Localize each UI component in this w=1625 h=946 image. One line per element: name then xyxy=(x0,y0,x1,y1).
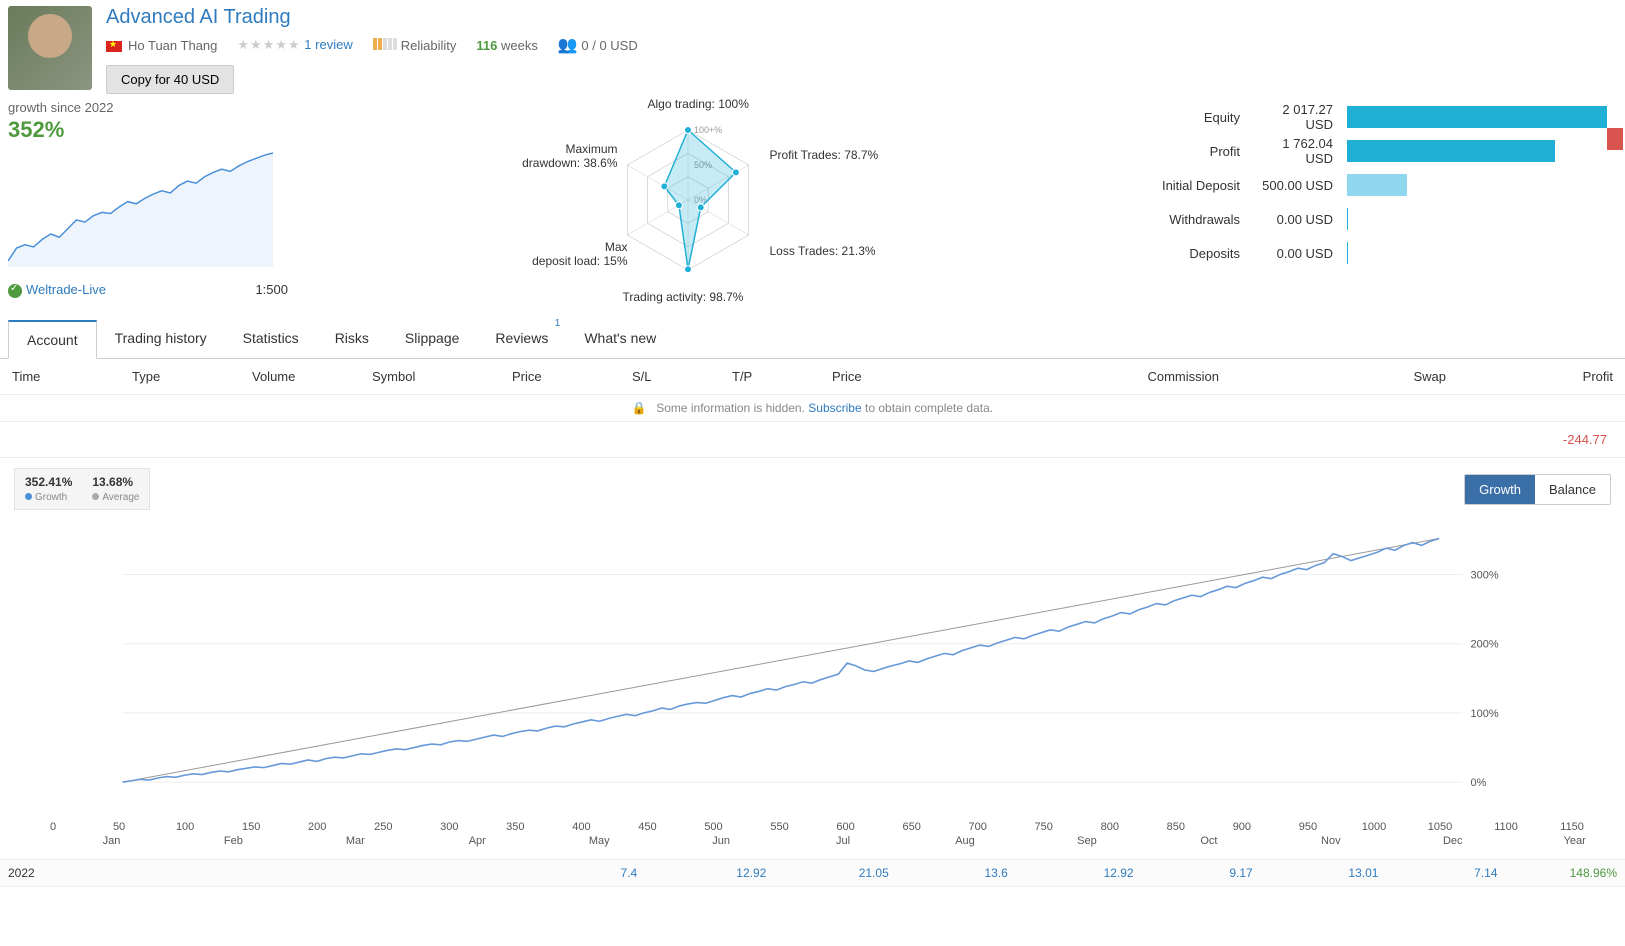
tab-account[interactable]: Account xyxy=(8,320,97,359)
tab-trading-history[interactable]: Trading history xyxy=(97,320,225,358)
radar-axis-label: Maximumdrawdown: 38.6% xyxy=(522,142,617,170)
growth-value: 352% xyxy=(8,117,288,143)
growth-chart: 0% 100% 200% 300% xyxy=(14,516,1611,816)
tabs: AccountTrading historyStatisticsRisksSli… xyxy=(0,320,1625,359)
year-row: 2022 7.412.9221.0513.612.929.1713.017.14… xyxy=(0,859,1625,887)
growth-panel: growth since 2022 352% Weltrade-Live 1:5… xyxy=(8,100,288,300)
growth-since-label: growth since 2022 xyxy=(8,100,288,115)
month-value[interactable]: 12.92 xyxy=(1057,866,1179,880)
toggle-growth[interactable]: Growth xyxy=(1465,475,1535,504)
stars-icon: ★★★★★ xyxy=(237,37,300,52)
radar-axis-label: Trading activity: 98.7% xyxy=(623,290,744,304)
col-time[interactable]: Time xyxy=(12,369,132,384)
month-value[interactable] xyxy=(323,866,445,880)
col-type[interactable]: Type xyxy=(132,369,252,384)
trades-table-header: TimeTypeVolumeSymbolPriceS/LT/PPriceComm… xyxy=(0,359,1625,395)
month-value[interactable]: 7.14 xyxy=(1425,866,1547,880)
broker-link[interactable]: Weltrade-Live xyxy=(8,282,106,298)
col-price[interactable]: Price xyxy=(832,369,972,384)
chart-toggle: Growth Balance xyxy=(1464,474,1611,505)
month-axis: JanFebMarAprMayJunJulAugSepOctNovDecYear xyxy=(14,833,1611,849)
month-value[interactable] xyxy=(200,866,322,880)
legend-average: 13.68%Average xyxy=(92,475,139,503)
growth-sparkline xyxy=(8,147,273,267)
month-value[interactable]: 13.01 xyxy=(1302,866,1424,880)
copy-button[interactable]: Copy for 40 USD xyxy=(106,65,234,94)
x-axis: 0501001502002503003504004505005506006507… xyxy=(14,821,1611,833)
col-t-p[interactable]: T/P xyxy=(732,369,832,384)
verified-icon xyxy=(8,284,22,298)
stat-row: Equity2 017.27 USD xyxy=(1087,100,1617,134)
month-value[interactable]: 7.4 xyxy=(568,866,690,880)
svg-text:0%: 0% xyxy=(1471,777,1487,789)
month-value[interactable]: 12.92 xyxy=(690,866,812,880)
radar-axis-label: Loss Trades: 21.3% xyxy=(770,244,876,258)
tab-what-s-new[interactable]: What's new xyxy=(566,320,674,358)
lock-icon: 🔒 xyxy=(632,401,647,415)
reliability-icon xyxy=(373,38,397,50)
year-total: 148.96% xyxy=(1547,866,1617,880)
month-value[interactable]: 21.05 xyxy=(813,866,935,880)
col-profit[interactable]: Profit xyxy=(1513,369,1613,384)
year-label[interactable]: 2022 xyxy=(8,866,78,880)
reliability: Reliability xyxy=(373,38,457,53)
svg-text:100%: 100% xyxy=(1471,708,1499,720)
col-commission[interactable]: Commission xyxy=(1039,369,1219,384)
tab-risks[interactable]: Risks xyxy=(317,320,387,358)
stat-row: Initial Deposit500.00 USD xyxy=(1087,168,1617,202)
subscribe-link[interactable]: Subscribe xyxy=(808,401,861,415)
tab-statistics[interactable]: Statistics xyxy=(225,320,317,358)
legend-growth: 352.41%Growth xyxy=(25,475,72,503)
flag-icon xyxy=(106,41,122,52)
tab-slippage[interactable]: Slippage xyxy=(387,320,478,358)
hidden-info-row: 🔒 Some information is hidden. Subscribe … xyxy=(0,395,1625,422)
radar-panel: 0%50%100+% Algo trading: 100% Profit Trad… xyxy=(298,100,1077,300)
month-value[interactable]: 9.17 xyxy=(1180,866,1302,880)
people-icon: 👥 xyxy=(558,37,578,54)
col-symbol[interactable]: Symbol xyxy=(372,369,512,384)
radar-axis-label: Algo trading: 100% xyxy=(648,97,749,111)
tab-reviews[interactable]: Reviews1 xyxy=(477,320,566,358)
weeks: 116 weeks xyxy=(476,38,537,53)
svg-text:200%: 200% xyxy=(1471,639,1499,651)
subscribers: 👥 0 / 0 USD xyxy=(558,35,638,55)
signal-header: Advanced AI Trading Ho Tuan Thang ★★★★★ … xyxy=(0,0,1625,100)
month-value[interactable] xyxy=(78,866,200,880)
radar-chart: 0%50%100+% xyxy=(508,100,868,300)
signal-title[interactable]: Advanced AI Trading xyxy=(106,6,1617,29)
stat-row: Withdrawals0.00 USD xyxy=(1087,202,1617,236)
open-profit: -244.77 xyxy=(0,422,1625,458)
chart-legend: 352.41%Growth 13.68%Average xyxy=(14,468,150,510)
col-s-l[interactable]: S/L xyxy=(632,369,732,384)
col-swap[interactable]: Swap xyxy=(1286,369,1446,384)
author-name[interactable]: Ho Tuan Thang xyxy=(106,38,217,53)
stat-row: Profit1 762.04 USD xyxy=(1087,134,1617,168)
svg-text:100+%: 100+% xyxy=(694,125,722,135)
stat-row: Deposits0.00 USD xyxy=(1087,236,1617,270)
rating[interactable]: ★★★★★ 1 review xyxy=(237,37,352,53)
month-value[interactable] xyxy=(445,866,567,880)
svg-text:300%: 300% xyxy=(1471,569,1499,581)
leverage: 1:500 xyxy=(255,282,288,298)
stats-panel: Equity2 017.27 USDProfit1 762.04 USDInit… xyxy=(1087,100,1617,300)
author-avatar[interactable] xyxy=(8,6,92,90)
toggle-balance[interactable]: Balance xyxy=(1535,475,1610,504)
col-price[interactable]: Price xyxy=(512,369,632,384)
radar-axis-label: Maxdeposit load: 15% xyxy=(532,240,627,268)
radar-axis-label: Profit Trades: 78.7% xyxy=(770,148,879,162)
col-volume[interactable]: Volume xyxy=(252,369,372,384)
month-value[interactable]: 13.6 xyxy=(935,866,1057,880)
